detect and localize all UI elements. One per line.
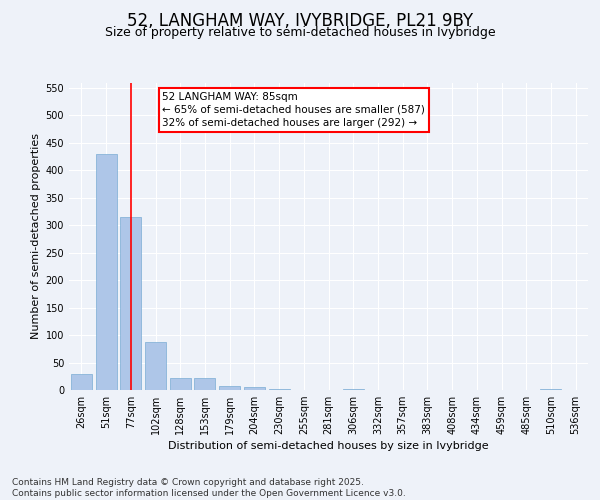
Text: Size of property relative to semi-detached houses in Ivybridge: Size of property relative to semi-detach… xyxy=(104,26,496,39)
Bar xyxy=(194,378,215,390)
Text: 52 LANGHAM WAY: 85sqm
← 65% of semi-detached houses are smaller (587)
32% of sem: 52 LANGHAM WAY: 85sqm ← 65% of semi-deta… xyxy=(163,92,425,128)
Bar xyxy=(269,389,290,390)
Bar xyxy=(120,217,141,390)
Bar xyxy=(219,386,240,390)
Bar xyxy=(244,388,265,390)
X-axis label: Distribution of semi-detached houses by size in Ivybridge: Distribution of semi-detached houses by … xyxy=(168,442,489,452)
Text: Contains HM Land Registry data © Crown copyright and database right 2025.
Contai: Contains HM Land Registry data © Crown c… xyxy=(12,478,406,498)
Y-axis label: Number of semi-detached properties: Number of semi-detached properties xyxy=(31,133,41,339)
Bar xyxy=(170,378,191,390)
Bar xyxy=(95,154,116,390)
Text: 52, LANGHAM WAY, IVYBRIDGE, PL21 9BY: 52, LANGHAM WAY, IVYBRIDGE, PL21 9BY xyxy=(127,12,473,30)
Bar xyxy=(145,342,166,390)
Bar xyxy=(71,374,92,390)
